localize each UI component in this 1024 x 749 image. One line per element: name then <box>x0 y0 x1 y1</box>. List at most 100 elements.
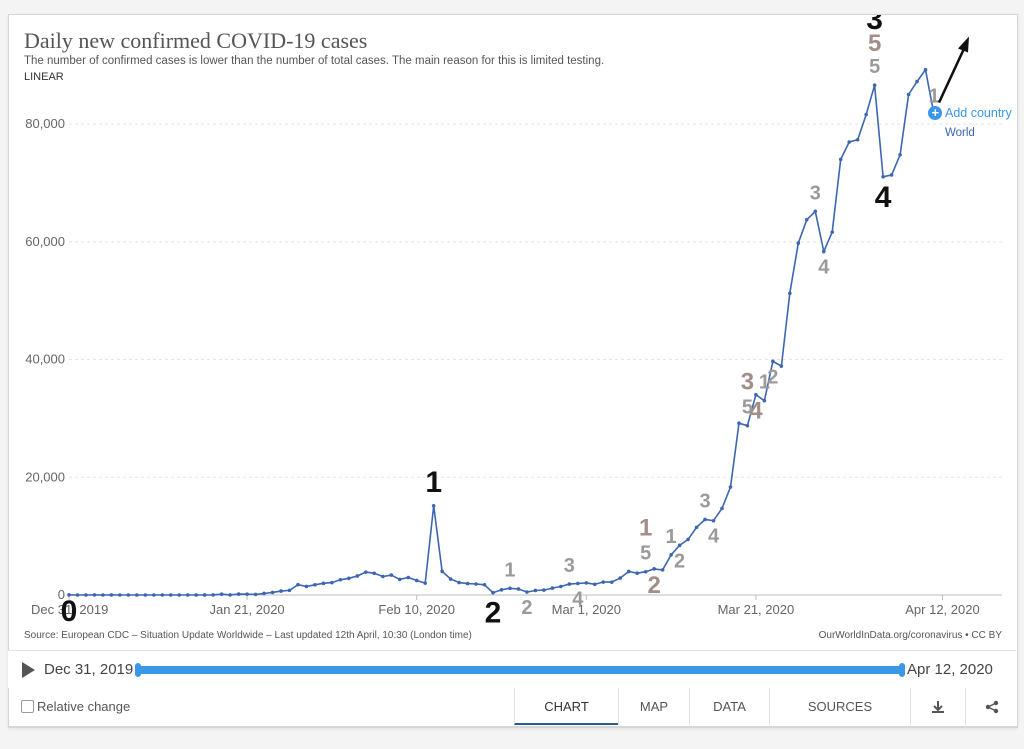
data-point <box>923 67 928 72</box>
data-point <box>287 588 292 593</box>
tab-data[interactable]: DATA <box>689 688 769 725</box>
data-point <box>304 584 309 589</box>
annotation-label: 5 <box>868 30 881 57</box>
relative-change-label[interactable]: Relative change <box>37 699 131 714</box>
share-button[interactable] <box>965 688 1017 725</box>
data-point <box>745 423 750 428</box>
data-point <box>296 582 300 587</box>
data-point <box>711 518 716 523</box>
data-point <box>499 588 504 592</box>
annotation-label: 2 <box>647 572 660 599</box>
data-point <box>796 241 801 245</box>
chart-title: Daily new confirmed COVID-19 cases <box>24 28 367 53</box>
data-point <box>643 569 648 574</box>
x-tick-label: Mar 1, 2020 <box>552 602 621 617</box>
data-point <box>279 589 283 593</box>
play-icon[interactable] <box>18 651 48 689</box>
data-point <box>118 593 122 597</box>
data-point <box>372 571 377 576</box>
scale-toggle[interactable]: LINEAR <box>24 71 64 83</box>
data-point <box>542 588 546 592</box>
y-tick-label: 80,000 <box>25 116 65 131</box>
tab-map[interactable]: MAP <box>618 688 689 725</box>
download-button[interactable] <box>910 688 965 725</box>
data-point <box>236 592 241 596</box>
data-point <box>364 570 368 574</box>
x-tick-label: Mar 21, 2020 <box>718 602 795 617</box>
data-points <box>67 67 936 597</box>
data-point <box>771 359 775 364</box>
tab-sources[interactable]: SOURCES <box>769 688 910 725</box>
timeline: Dec 31, 2019 Apr 12, 2020 <box>8 650 1016 690</box>
data-point <box>576 581 580 586</box>
data-point <box>830 230 835 234</box>
data-point <box>423 581 427 585</box>
data-point <box>338 577 343 582</box>
relative-change-checkbox[interactable] <box>21 700 34 713</box>
timeline-range-bar[interactable] <box>138 666 902 674</box>
data-point <box>881 174 885 179</box>
data-point <box>465 581 470 586</box>
data-point <box>389 573 394 577</box>
credit-link[interactable]: OurWorldInData.org/coronavirus • CC BY <box>819 630 1003 641</box>
series-line-world <box>68 67 935 596</box>
chart-card: Daily new confirmed COVID-19 cases The n… <box>8 14 1018 728</box>
data-point <box>703 517 707 522</box>
data-point <box>872 83 877 88</box>
data-point <box>185 593 190 597</box>
data-point <box>355 574 360 578</box>
data-point <box>864 112 868 117</box>
data-point <box>160 593 165 597</box>
data-point <box>508 586 512 591</box>
data-point <box>397 577 402 582</box>
add-country-label[interactable]: Add country <box>945 106 1012 120</box>
y-tick-label: 40,000 <box>25 352 65 367</box>
data-point <box>804 217 809 222</box>
data-point <box>245 592 249 596</box>
data-point <box>550 586 555 590</box>
data-point <box>474 582 478 586</box>
data-point <box>67 593 71 597</box>
plus-circle-icon[interactable] <box>928 106 942 120</box>
annotation-label: 1 <box>639 515 652 542</box>
annotation-label: 5 <box>742 397 753 419</box>
data-point <box>567 582 572 586</box>
data-point <box>380 574 385 579</box>
source-note: Source: European CDC – Situation Update … <box>24 630 472 641</box>
chart: Daily new confirmed COVID-19 cases The n… <box>24 15 1012 641</box>
data-point <box>84 593 88 597</box>
annotation-label: 4 <box>708 526 720 548</box>
annotation-label: 3 <box>564 555 575 577</box>
x-tick-label: Feb 10, 2020 <box>378 602 455 617</box>
annotation-label: 3 <box>699 490 710 512</box>
annotation-label: 3 <box>866 15 883 36</box>
y-tick-label: 20,000 <box>25 469 65 484</box>
data-point <box>728 485 733 489</box>
annotations: 0121234152123435412343554123 <box>61 15 957 630</box>
tab-chart[interactable]: CHART <box>514 688 618 725</box>
annotation-label: 5 <box>640 543 651 565</box>
data-point <box>788 291 792 296</box>
data-point <box>609 580 614 584</box>
data-point <box>253 592 258 597</box>
annotation-label: 2 <box>767 366 778 388</box>
download-icon <box>932 701 944 713</box>
timeline-end-handle[interactable] <box>899 663 905 677</box>
series-label-world[interactable]: World <box>945 127 975 139</box>
data-point <box>737 421 741 426</box>
x-tick-label: Dec 31, 2019 <box>31 602 108 617</box>
data-point <box>109 593 114 597</box>
data-point <box>135 593 139 597</box>
data-point <box>694 525 699 530</box>
y-tick-label: 60,000 <box>25 234 65 249</box>
data-point <box>847 140 851 144</box>
add-country-button[interactable]: + Add country <box>928 105 1012 120</box>
annotation-label: 1 <box>425 466 442 499</box>
x-axis: Dec 31, 2019 Jan 21, 2020 Feb 10, 2020 Mar … <box>31 595 980 617</box>
data-point <box>75 593 80 597</box>
data-point <box>889 173 894 177</box>
data-point <box>660 568 665 572</box>
data-point <box>270 590 275 595</box>
timeline-start-handle[interactable] <box>135 663 141 677</box>
data-point <box>126 593 131 597</box>
